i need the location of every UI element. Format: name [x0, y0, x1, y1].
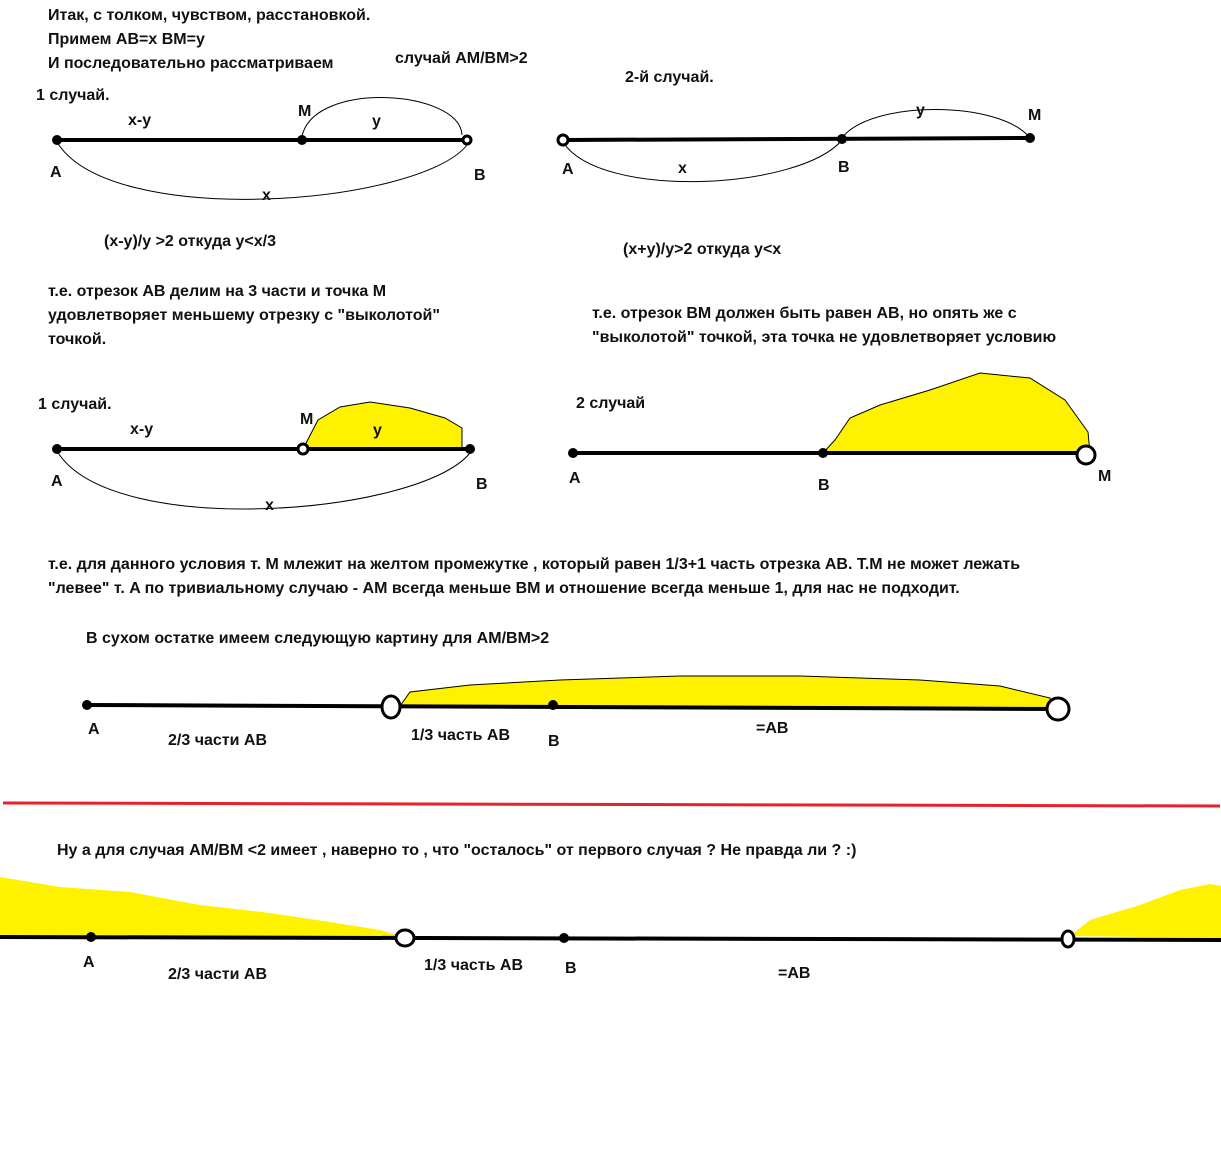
label-y: y: [372, 113, 381, 130]
number-line: [86, 703, 1059, 711]
summary-diagram: В сухом остатке имеем следующую картину …: [82, 630, 1071, 750]
case2-title: 2-й случай.: [625, 69, 714, 86]
arc-x: [56, 141, 468, 200]
point-m: [297, 135, 307, 145]
label-b: B: [818, 477, 830, 494]
label-xy: x-y: [130, 421, 153, 438]
point-b: [465, 444, 475, 454]
summary-title: В сухом остатке имеем следующую картину …: [86, 630, 549, 647]
conclusion-line-1: т.е. для данного условия т. M млежит на …: [48, 556, 1020, 573]
point-b: [818, 448, 828, 458]
label-m: M: [298, 103, 311, 120]
label-eq-ab: =AB: [756, 720, 788, 737]
case1-shaded-diagram: 1 случай. x-y M y A B x: [38, 396, 488, 514]
number-line: [0, 935, 1221, 942]
excluded-point-right: [1045, 696, 1071, 722]
case1-title: 1 случай.: [36, 87, 110, 104]
point-b: [837, 134, 847, 144]
point-m-excluded: [296, 442, 310, 456]
case2-formula: (x+y)/y>2 откуда y<x: [623, 241, 781, 258]
label-eq-ab: =AB: [778, 965, 810, 982]
label-x: x: [265, 497, 274, 514]
label-b: B: [476, 476, 488, 493]
segment-am: [562, 136, 1031, 142]
label-a: A: [569, 470, 581, 487]
label-m: M: [1028, 107, 1041, 124]
point-b: [461, 134, 473, 146]
intro-line-3: И последовательно рассматриваем: [48, 55, 333, 72]
case1-diagram: 1 случай. x-y M y A B x (x-y)/y >2 откуд…: [36, 87, 486, 348]
label-m: M: [300, 411, 313, 428]
label-b: B: [474, 167, 486, 184]
arc-y: [301, 97, 463, 137]
arc-x: [56, 450, 471, 510]
excluded-point-right: [1060, 929, 1076, 949]
case1-explanation-2: удовлетворяет меньшему отрезку с "выколо…: [48, 307, 440, 324]
case2-diagram: 2-й случай. A x B y M (x+y)/y>2 откуда y…: [556, 69, 1056, 346]
label-b: B: [565, 960, 577, 977]
intro-line-1: Итак, с толком, чувством, расстановкой.: [48, 7, 370, 24]
label-a: A: [562, 161, 574, 178]
case1-explanation-3: точкой.: [48, 331, 106, 348]
point-a: [86, 932, 96, 942]
case2-explanation-2: "выколотой" точкой, эта точка не удовлет…: [592, 329, 1056, 346]
label-two-thirds: 2/3 части AB: [168, 966, 267, 983]
label-m: M: [1098, 468, 1111, 485]
label-two-thirds: 2/3 части AB: [168, 732, 267, 749]
highlight-region-left: [0, 877, 400, 936]
point-a: [52, 135, 62, 145]
label-b: B: [838, 159, 850, 176]
highlight-region: [821, 372, 1091, 454]
point-m-excluded: [1075, 444, 1097, 466]
label-one-third: 1/3 часть AB: [424, 957, 523, 974]
label-one-third: 1/3 часть AB: [411, 727, 510, 744]
label-a: A: [50, 164, 62, 181]
case2-shaded-diagram: 2 случай A B M: [568, 372, 1111, 494]
label-xy: x-y: [128, 112, 151, 129]
point-m: [1025, 133, 1035, 143]
point-a: [82, 700, 92, 710]
label-a: A: [88, 721, 100, 738]
label-b: B: [548, 733, 560, 750]
arc-y: [841, 109, 1031, 139]
case1-formula: (x-y)/y >2 откуда y<x/3: [104, 233, 276, 250]
point-b: [559, 933, 569, 943]
label-a: A: [83, 954, 95, 971]
case2-explanation-1: т.е. отрезок BM должен быть равен AB, но…: [592, 305, 1017, 322]
conclusion-line-2: "левее" т. A по тривиальному случаю - AM…: [48, 580, 960, 597]
label-x: x: [678, 160, 687, 177]
arc-x: [562, 139, 843, 183]
intro-line-2: Примем AB=x BM=y: [48, 31, 205, 48]
label-y: y: [373, 422, 382, 439]
highlight-region-right: [1070, 884, 1221, 938]
case-condition: случай AM/BM>2: [395, 50, 528, 67]
second-case-diagram: Ну а для случая AM/BM <2 имеет , наверно…: [0, 842, 1221, 983]
case2-shaded-title: 2 случай: [576, 395, 645, 412]
label-a: A: [51, 473, 63, 490]
red-separator-line: [2, 801, 1221, 808]
label-y: y: [916, 102, 925, 119]
point-a: [568, 448, 578, 458]
label-x: x: [262, 187, 271, 204]
case1-explanation-1: т.е. отрезок AB делим на 3 части и точка…: [48, 283, 386, 300]
case1-shaded-title: 1 случай.: [38, 396, 112, 413]
point-a: [52, 444, 62, 454]
highlight-region: [399, 675, 1053, 710]
point-a: [556, 133, 570, 147]
excluded-point-left: [394, 928, 416, 948]
point-b: [548, 700, 558, 710]
excluded-point-left: [380, 694, 402, 720]
highlight-region: [302, 401, 463, 450]
second-title: Ну а для случая AM/BM <2 имеет , наверно…: [57, 842, 856, 859]
